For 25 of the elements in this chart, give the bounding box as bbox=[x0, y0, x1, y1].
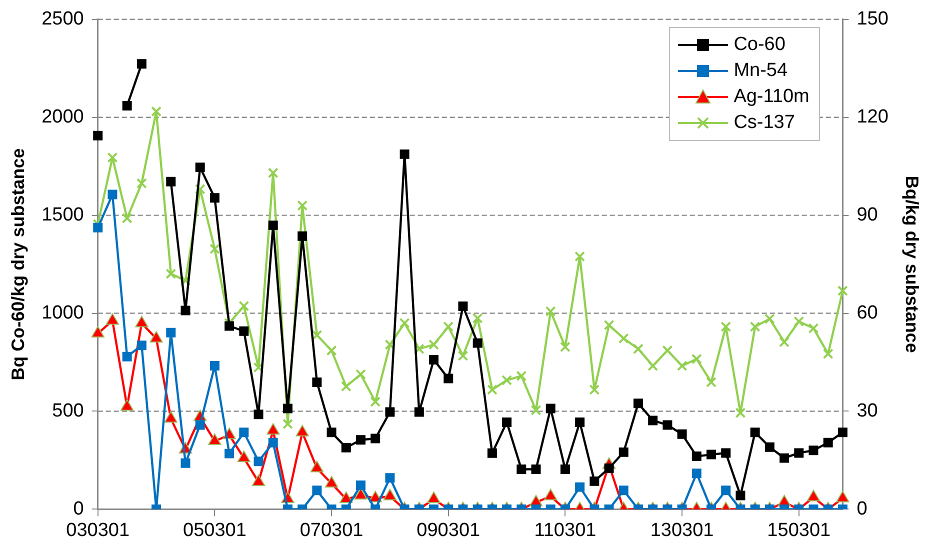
y2-tick-label: 150 bbox=[856, 8, 888, 30]
y-tick-label: 1000 bbox=[42, 302, 84, 324]
y-tick-label: 2500 bbox=[42, 8, 84, 30]
y-axis-title: Bq Co-60/kg dry substance bbox=[8, 148, 28, 380]
y-tick-label: 0 bbox=[73, 498, 84, 520]
legend-label: Mn-54 bbox=[734, 60, 788, 82]
y2-tick-label: 30 bbox=[856, 400, 878, 422]
y2-axis-title: Bq/kg dry substance bbox=[902, 176, 922, 353]
x-tick-label: 130301 bbox=[650, 520, 714, 541]
x-tick-label: 150301 bbox=[767, 520, 831, 541]
legend-label: Co-60 bbox=[734, 34, 786, 56]
y2-tick-label: 90 bbox=[856, 204, 878, 226]
legend-label: Ag-110m bbox=[734, 86, 810, 108]
y2-tick-label: 60 bbox=[856, 302, 878, 324]
x-tick-label: 050301 bbox=[183, 520, 246, 541]
y-tick-label: 500 bbox=[52, 400, 84, 422]
x-tick-label: 110301 bbox=[534, 520, 596, 541]
x-tick-label: 030301 bbox=[66, 520, 130, 541]
x-tick-label: 090301 bbox=[416, 520, 480, 541]
y2-tick-label: 0 bbox=[856, 498, 868, 520]
legend-label: Cs-137 bbox=[734, 112, 795, 134]
y-tick-label: 2000 bbox=[42, 106, 84, 128]
y2-tick-label: 120 bbox=[856, 106, 888, 128]
x-tick-label: 070301 bbox=[300, 520, 364, 541]
y-tick-label: 1500 bbox=[42, 204, 84, 226]
